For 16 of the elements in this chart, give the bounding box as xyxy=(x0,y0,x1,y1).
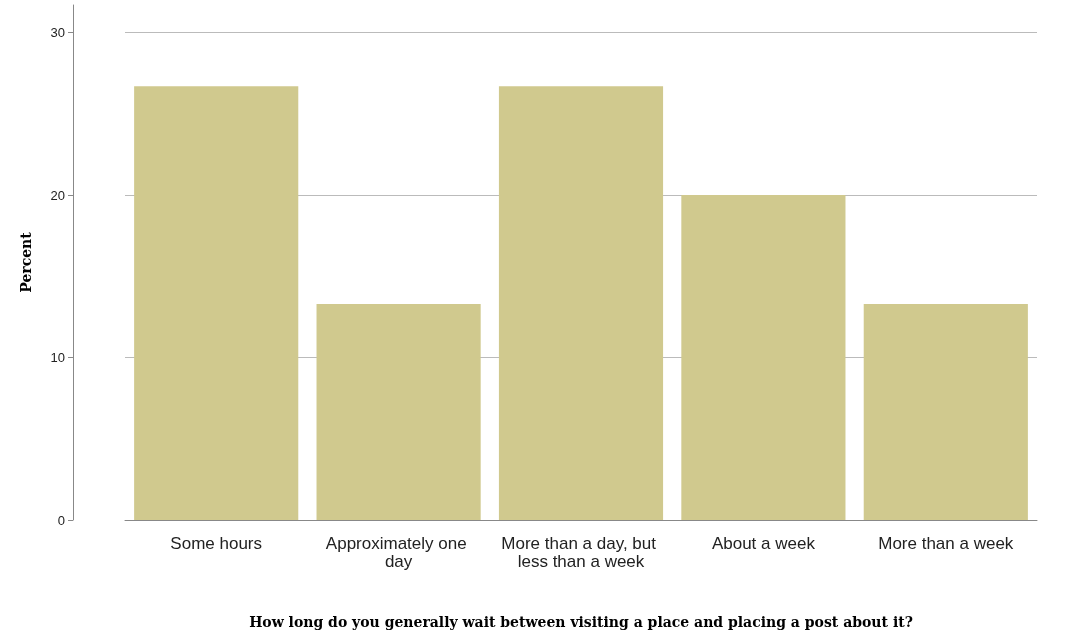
bar xyxy=(681,195,846,520)
x-tick-label: About a week xyxy=(711,533,816,553)
x-tick-label: Some hours xyxy=(170,533,263,553)
y-tick-label: 0 xyxy=(57,512,65,528)
y-tick-label: 20 xyxy=(50,187,65,203)
y-tick-label: 30 xyxy=(50,25,65,41)
y-axis-title: Percent xyxy=(18,231,34,293)
bar xyxy=(316,303,481,520)
bar xyxy=(134,86,299,520)
x-tick-label: Approximately one day xyxy=(325,533,472,571)
bar xyxy=(498,86,664,520)
x-tick-label: More than a week xyxy=(878,533,1014,553)
x-axis-title: How long do you generally wait between visiting a place and placing a post about it? xyxy=(249,614,913,630)
bar xyxy=(863,303,1028,520)
y-tick-label: 10 xyxy=(50,350,65,366)
x-tick-label: More than a day, but less than a week xyxy=(501,533,661,571)
